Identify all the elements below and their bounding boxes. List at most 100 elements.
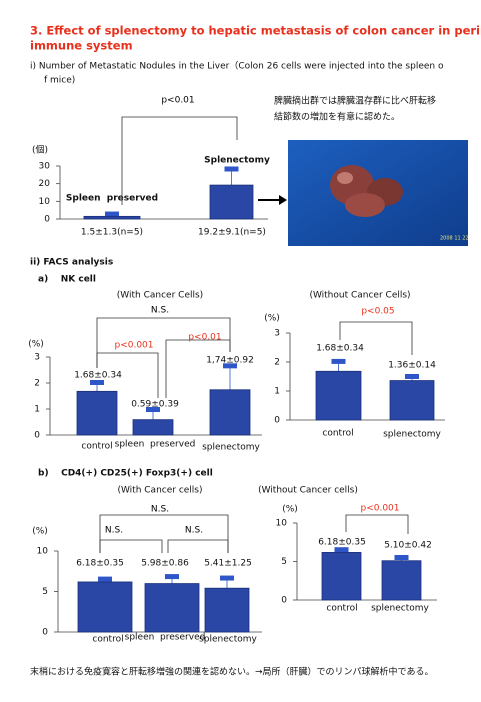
significance-label: p<0.001 — [360, 504, 399, 514]
value-label: 19.2±9.1(n=5) — [198, 228, 266, 238]
bar — [209, 184, 254, 220]
significance-label: p<0.05 — [361, 307, 394, 317]
significance-bracket — [99, 539, 163, 553]
y-tick-label: 1 — [274, 387, 280, 397]
section-heading: ii) FACS analysis — [30, 258, 113, 268]
y-tick-label: 3 — [34, 353, 40, 363]
significance-bracket — [121, 116, 238, 205]
value-label: 1,74±0.92 — [206, 356, 254, 366]
footer: 末梢における免疫寛容と肝転移増強の関連を認めない。→局所（肝臓）でのリンパ球解析… — [30, 666, 433, 678]
arrow — [258, 195, 287, 205]
chart-title: (Without Cancer cells) — [258, 486, 358, 496]
y-tick-label: 10 — [276, 519, 288, 529]
y-tick-label: 30 — [39, 162, 51, 172]
y-tick-label: 0 — [42, 628, 48, 638]
category-label: control — [326, 604, 357, 614]
significance-label: p<0.001 — [114, 341, 153, 351]
section-heading: f mice) — [44, 76, 75, 86]
y-axis-label: (%) — [264, 314, 280, 324]
significance-bracket — [167, 539, 229, 553]
error-cap — [220, 575, 234, 581]
bar — [315, 370, 362, 421]
value-label: 5.41±1.25 — [204, 559, 252, 569]
bar — [381, 560, 422, 601]
significance-bracket — [339, 321, 413, 355]
category-label: splenectomy — [371, 604, 429, 614]
significance-bracket — [165, 339, 231, 398]
category-label: control — [81, 442, 112, 452]
significance-label: N.S. — [151, 505, 169, 515]
y-axis-label: (%) — [282, 505, 298, 515]
value-label: 6.18±0.35 — [318, 538, 366, 548]
significance-bracket — [345, 514, 409, 534]
category-label: spleen preserved — [125, 633, 206, 643]
significance-label: N.S. — [185, 526, 203, 536]
significance-label: p<0.01 — [188, 333, 221, 343]
note: 結節数の増加を有意に認めた。 — [274, 111, 400, 123]
value-label: 6.18±0.35 — [76, 559, 124, 569]
significance-label: N.S. — [151, 306, 169, 316]
error-cap — [224, 166, 239, 172]
error-cap — [331, 358, 346, 364]
title: immune system — [30, 39, 133, 53]
note: 脾臓摘出群では脾臓温存群に比べ肝転移 — [274, 95, 436, 107]
y-tick-label: 0 — [34, 431, 40, 441]
bar — [389, 380, 435, 421]
value-label: 1.68±0.34 — [74, 371, 122, 381]
title: 3. Effect of splenectomy to hepatic meta… — [30, 24, 481, 38]
y-axis-label: (個) — [32, 144, 48, 156]
error-cap — [165, 574, 179, 580]
category-label: control — [322, 429, 353, 439]
error-cap — [90, 379, 104, 385]
y-tick-label: 10 — [37, 547, 49, 557]
y-tick-label: 20 — [39, 179, 51, 189]
value-label: 5.10±0.42 — [384, 541, 432, 551]
value-label: 1.36±0.14 — [388, 361, 436, 371]
photo-stamp: 2008 11 22 — [440, 236, 469, 242]
chart-title: (Without Cancer Cells) — [309, 291, 410, 301]
y-tick-label: 0 — [44, 215, 50, 225]
bar — [321, 552, 362, 601]
y-axis-label: (%) — [32, 527, 48, 537]
value-label: 1.68±0.34 — [316, 344, 364, 354]
category-label: control — [92, 635, 123, 645]
y-axis-label: (%) — [28, 340, 44, 350]
chart-title: (With Cancer cells) — [117, 486, 202, 496]
category-label: splenectomy — [199, 635, 257, 645]
error-cap — [98, 576, 112, 582]
subsection-heading: b) CD4(+) CD25(+) Foxp3(+) cell — [38, 469, 213, 479]
category-label: Splenectomy — [204, 156, 270, 166]
value-label: 0.59±0.39 — [131, 400, 179, 410]
y-tick-label: 3 — [274, 329, 280, 339]
error-cap — [105, 211, 119, 217]
value-label: 5.98±0.86 — [141, 559, 189, 569]
error-cap — [223, 363, 237, 369]
error-cap — [405, 374, 419, 379]
significance-bracket — [96, 352, 159, 398]
y-tick-label: 5 — [42, 587, 48, 597]
chart-title: (With Cancer Cells) — [117, 291, 203, 301]
y-tick-label: 0 — [274, 416, 280, 426]
bar — [76, 390, 118, 436]
y-tick-label: 2 — [274, 358, 280, 368]
significance-label: p<0.01 — [161, 96, 194, 106]
error-cap — [394, 554, 409, 560]
significance-bracket — [96, 317, 231, 368]
bar — [209, 389, 251, 436]
category-label: splenectomy — [383, 430, 441, 440]
bar — [204, 587, 250, 633]
significance-label: N.S. — [105, 526, 123, 536]
error-cap — [146, 407, 160, 413]
y-tick-label: 2 — [34, 379, 40, 389]
value-label: 1.5±1.3(n=5) — [81, 228, 143, 238]
category-label: Spleen preserved — [66, 194, 158, 204]
category-label: splenectomy — [202, 443, 260, 453]
y-tick-label: 5 — [281, 557, 287, 567]
subsection-heading: a) NK cell — [38, 275, 96, 285]
y-tick-label: 10 — [39, 197, 51, 207]
bar — [77, 581, 133, 633]
bar — [132, 419, 174, 436]
error-cap — [334, 547, 349, 553]
section-heading: i) Number of Metastatic Nodules in the L… — [30, 61, 444, 72]
